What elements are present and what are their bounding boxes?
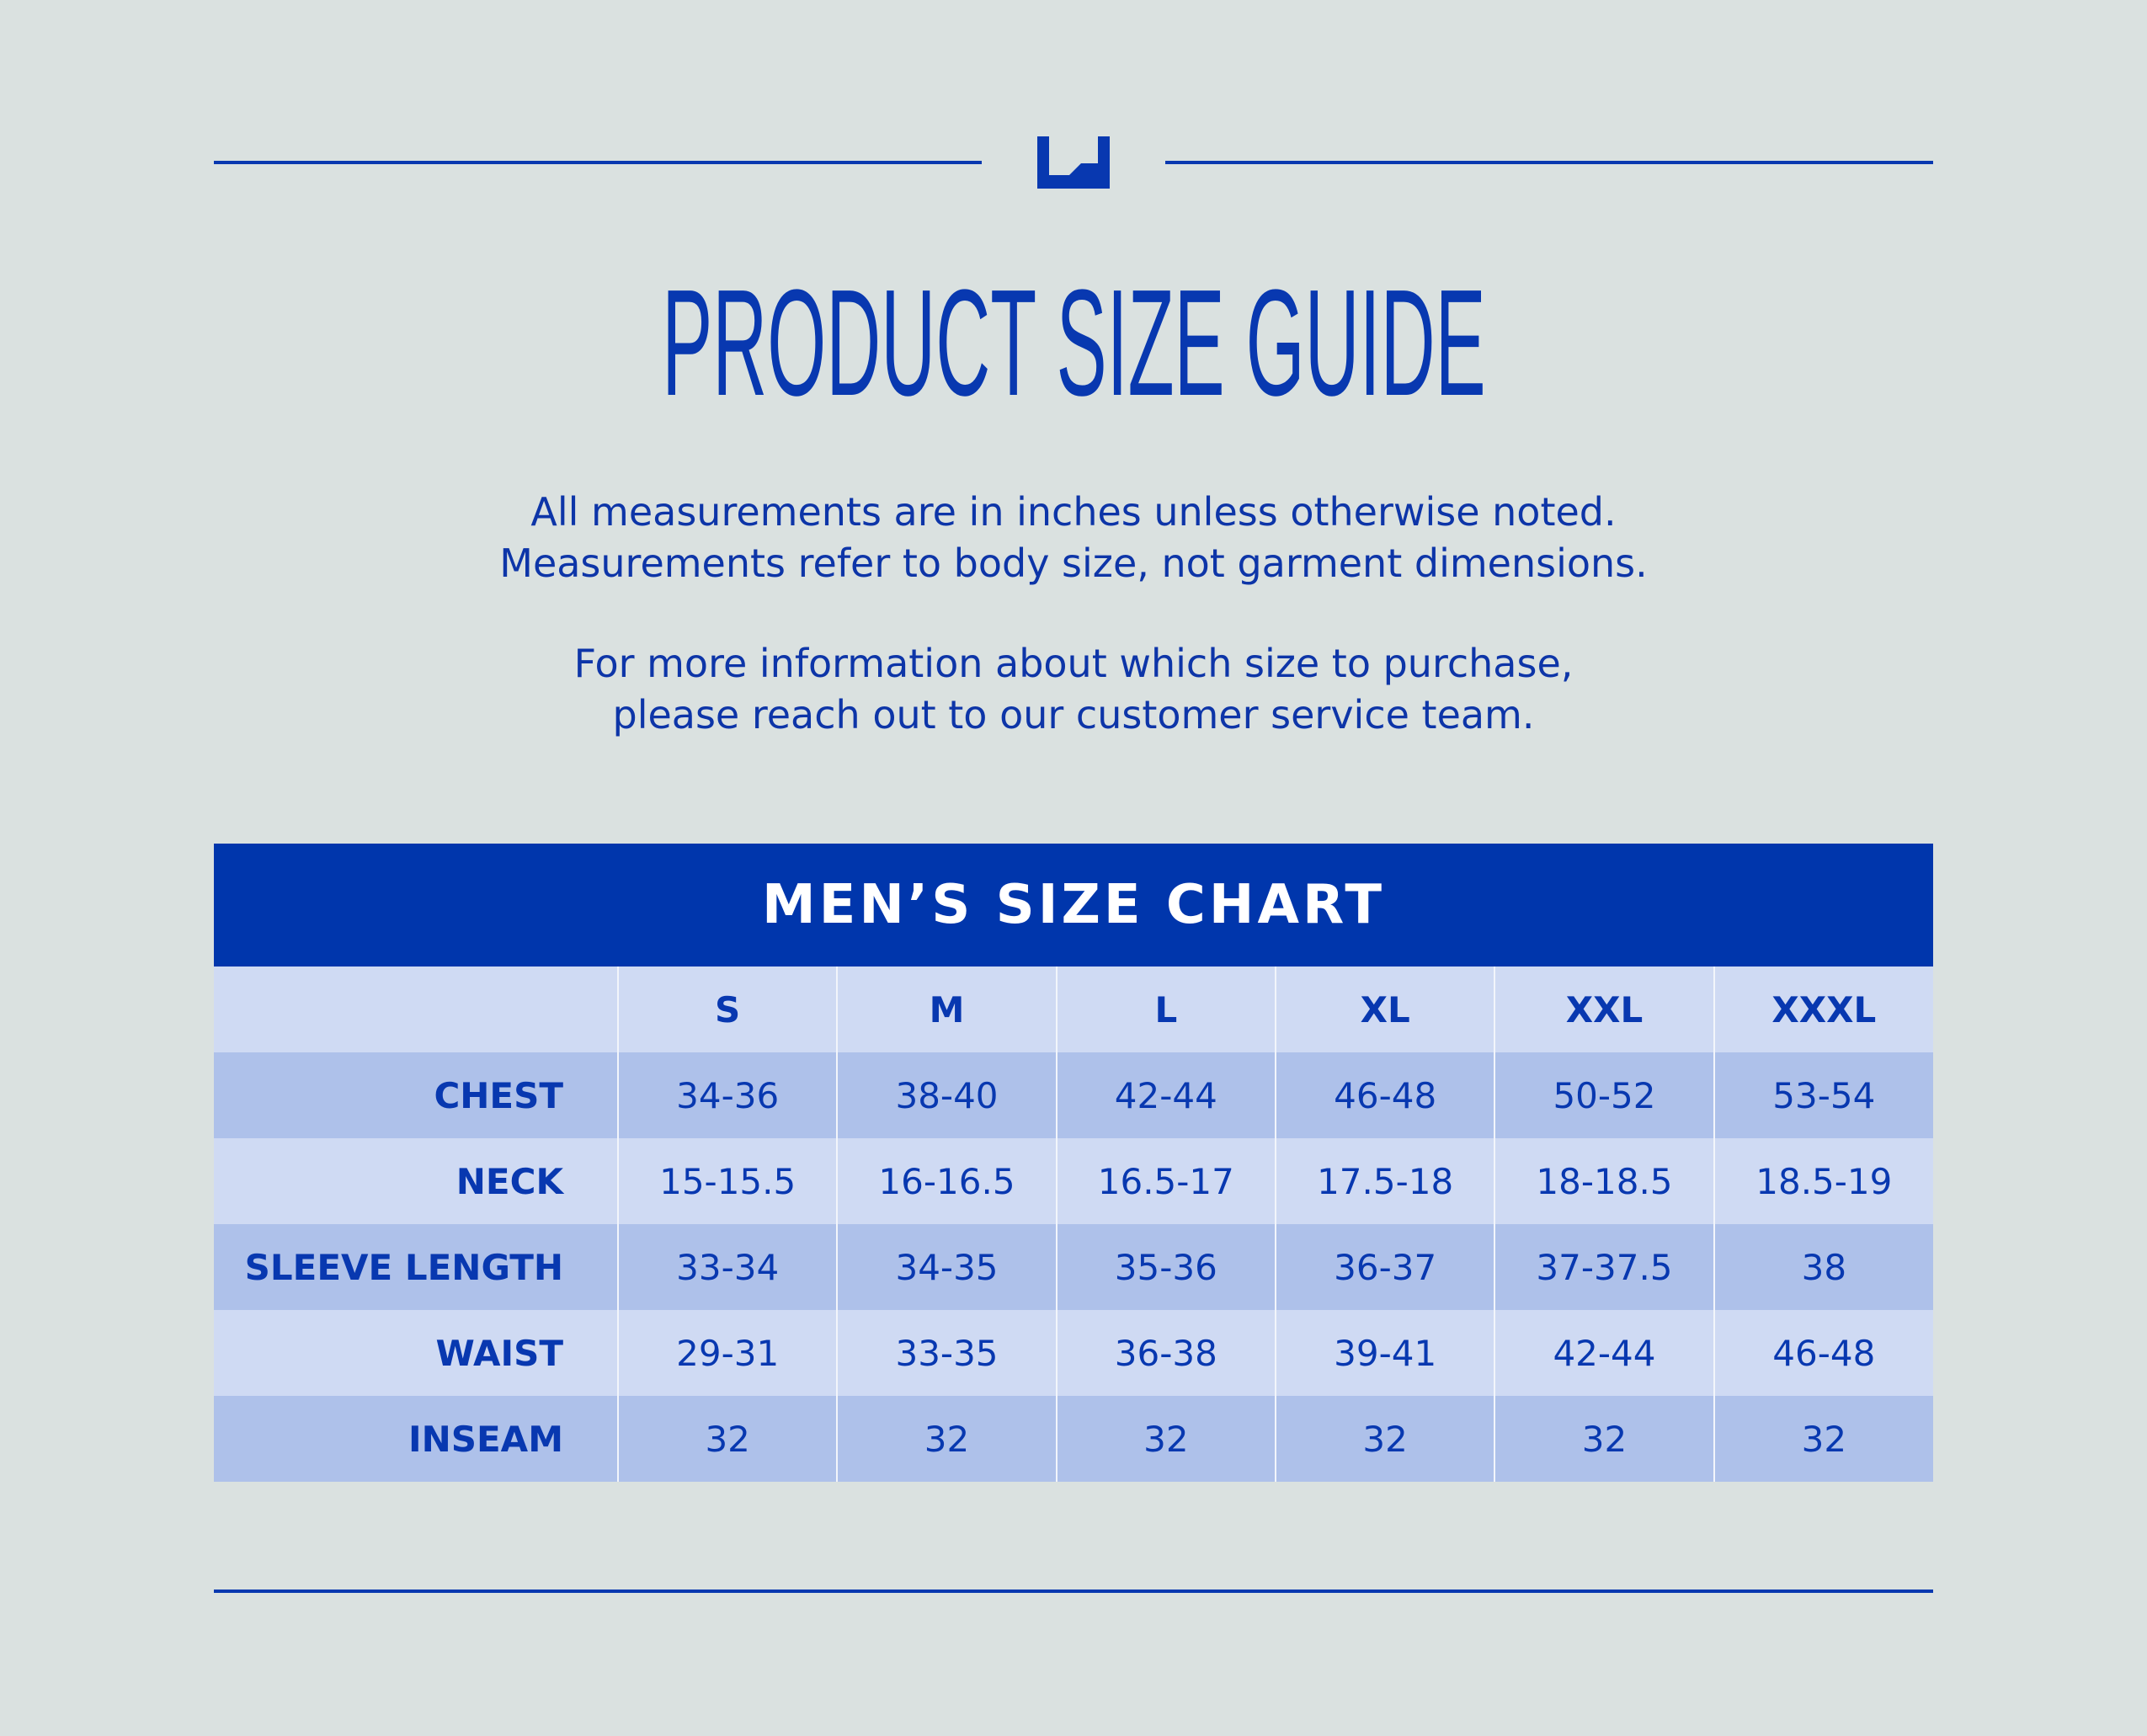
table-cell: 46-48 bbox=[1713, 1310, 1933, 1396]
corner-cell bbox=[214, 967, 618, 1052]
size-header-cell: S bbox=[616, 967, 838, 1052]
size-header-cell: XXXL bbox=[1713, 967, 1933, 1052]
table-cell: 42-44 bbox=[1494, 1310, 1714, 1396]
intro-paragraph-2: For more information about which size to… bbox=[0, 638, 2147, 741]
table-cell: 32 bbox=[1713, 1396, 1933, 1482]
intro-line: All measurements are in inches unless ot… bbox=[530, 489, 1617, 535]
table-cell: 38-40 bbox=[836, 1052, 1057, 1138]
table-cell: 32 bbox=[1055, 1396, 1276, 1482]
size-header-cell: M bbox=[836, 967, 1057, 1052]
row-label: SLEEVE LENGTH bbox=[214, 1224, 618, 1310]
table-cell: 18.5-19 bbox=[1713, 1138, 1933, 1224]
table-row-waist: WAIST 29-31 33-35 36-38 39-41 42-44 46-4… bbox=[214, 1310, 1933, 1396]
intro-line: Measurements refer to body size, not gar… bbox=[499, 541, 1648, 586]
table-cell: 32 bbox=[1274, 1396, 1495, 1482]
table-cell: 32 bbox=[616, 1396, 838, 1482]
top-divider-right bbox=[1165, 161, 1933, 164]
table-cell: 50-52 bbox=[1494, 1052, 1714, 1138]
table-cell: 33-35 bbox=[836, 1310, 1057, 1396]
size-table: S M L XL XXL XXXL CHEST 34-36 38-40 42-4… bbox=[214, 967, 1933, 1482]
brand-u-logo-icon bbox=[1037, 136, 1110, 189]
size-header-cell: XL bbox=[1274, 967, 1495, 1052]
table-row-inseam: INSEAM 32 32 32 32 32 32 bbox=[214, 1396, 1933, 1482]
table-cell: 29-31 bbox=[616, 1310, 838, 1396]
table-row-sleeve-length: SLEEVE LENGTH 33-34 34-35 35-36 36-37 37… bbox=[214, 1224, 1933, 1310]
row-label: INSEAM bbox=[214, 1396, 618, 1482]
table-cell: 34-35 bbox=[836, 1224, 1057, 1310]
table-row-chest: CHEST 34-36 38-40 42-44 46-48 50-52 53-5… bbox=[214, 1052, 1933, 1138]
table-cell: 38 bbox=[1713, 1224, 1933, 1310]
table-cell: 34-36 bbox=[616, 1052, 838, 1138]
row-label: WAIST bbox=[214, 1310, 618, 1396]
table-cell: 16.5-17 bbox=[1055, 1138, 1276, 1224]
size-header-cell: XXL bbox=[1494, 967, 1714, 1052]
table-cell: 36-37 bbox=[1274, 1224, 1495, 1310]
table-cell: 15-15.5 bbox=[616, 1138, 838, 1224]
top-divider-left bbox=[214, 161, 982, 164]
table-cell: 53-54 bbox=[1713, 1052, 1933, 1138]
size-chart: MEN’S SIZE CHART S M L XL XXL XXXL CHEST… bbox=[214, 844, 1933, 1482]
size-header-row: S M L XL XXL XXXL bbox=[214, 967, 1933, 1052]
row-label: NECK bbox=[214, 1138, 618, 1224]
table-cell: 37-37.5 bbox=[1494, 1224, 1714, 1310]
table-cell: 39-41 bbox=[1274, 1310, 1495, 1396]
table-cell: 35-36 bbox=[1055, 1224, 1276, 1310]
table-cell: 42-44 bbox=[1055, 1052, 1276, 1138]
table-cell: 33-34 bbox=[616, 1224, 838, 1310]
intro-paragraph-1: All measurements are in inches unless ot… bbox=[0, 487, 2147, 589]
bottom-divider bbox=[214, 1590, 1933, 1593]
table-cell: 36-38 bbox=[1055, 1310, 1276, 1396]
table-cell: 17.5-18 bbox=[1274, 1138, 1495, 1224]
size-header-cell: L bbox=[1055, 967, 1276, 1052]
table-cell: 46-48 bbox=[1274, 1052, 1495, 1138]
size-chart-title: MEN’S SIZE CHART bbox=[214, 844, 1933, 967]
intro-line: please reach out to our customer service… bbox=[612, 692, 1535, 738]
row-label: CHEST bbox=[214, 1052, 618, 1138]
table-cell: 32 bbox=[836, 1396, 1057, 1482]
table-cell: 18-18.5 bbox=[1494, 1138, 1714, 1224]
page-title: PRODUCT SIZE GUIDE bbox=[661, 258, 1486, 428]
table-cell: 16-16.5 bbox=[836, 1138, 1057, 1224]
table-row-neck: NECK 15-15.5 16-16.5 16.5-17 17.5-18 18-… bbox=[214, 1138, 1933, 1224]
table-cell: 32 bbox=[1494, 1396, 1714, 1482]
intro-line: For more information about which size to… bbox=[573, 641, 1574, 686]
